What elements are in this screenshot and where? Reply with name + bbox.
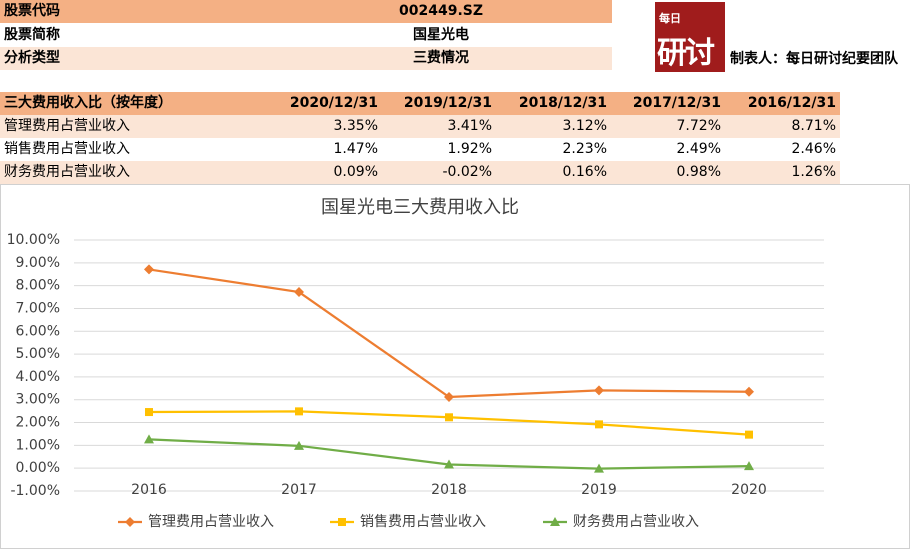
x-tick-label: 2018 (431, 482, 467, 498)
table-cell: 1.26% (725, 161, 840, 184)
table-cell: 管理费用占营业收入 (0, 115, 270, 138)
table-header: 2018/12/31 (496, 92, 611, 115)
x-tick-label: 2017 (281, 482, 317, 498)
info-label: 分析类型 (0, 47, 270, 70)
data-point (295, 407, 303, 416)
y-tick-label: 0.00% (16, 460, 60, 476)
data-point (294, 287, 304, 298)
table-cell: 2.46% (725, 138, 840, 161)
legend-marker (550, 517, 560, 526)
table-cell: -0.02% (382, 161, 496, 184)
data-point (444, 391, 454, 402)
info-value: 002449.SZ (270, 0, 612, 23)
table-cell: 8.71% (725, 115, 840, 138)
data-point (595, 420, 603, 429)
info-label: 股票简称 (0, 23, 270, 47)
table-header: 2020/12/31 (270, 92, 382, 115)
logo: 每日 研讨 (655, 2, 725, 72)
y-tick-label: 6.00% (16, 323, 60, 339)
data-point (745, 430, 753, 439)
info-label: 股票代码 (0, 0, 270, 23)
chart-title: 国星光电三大费用收入比 (321, 197, 519, 218)
y-tick-label: 8.00% (16, 278, 60, 294)
y-tick-label: 3.00% (16, 392, 60, 408)
table-cell: 1.92% (382, 138, 496, 161)
table-cell: 3.12% (496, 115, 611, 138)
data-point (144, 434, 154, 444)
y-tick-label: 5.00% (16, 346, 60, 362)
table-cell: 1.47% (270, 138, 382, 161)
table-header: 2019/12/31 (382, 92, 496, 115)
legend-label: 财务费用占营业收入 (573, 514, 699, 530)
logo-big: 研讨 (657, 36, 715, 71)
y-tick-label: 7.00% (16, 300, 60, 316)
legend-label: 管理费用占营业收入 (148, 514, 274, 530)
y-tick-label: 9.00% (16, 255, 60, 271)
chart: 国星光电三大费用收入比 -1.00% 0.00% 1.00% 2.00% 3.00% 4.… (0, 184, 910, 549)
table-cell: 2.23% (496, 138, 611, 161)
x-tick-label: 2016 (131, 482, 167, 498)
data-point (145, 408, 153, 417)
legend-label: 销售费用占营业收入 (360, 514, 486, 530)
table-cell: 0.09% (270, 161, 382, 184)
table-cell: 2.49% (611, 138, 725, 161)
logo-small: 每日 (659, 12, 681, 25)
data-point (294, 440, 304, 450)
info-value: 国星光电 (270, 23, 612, 47)
y-tick-label: 2.00% (16, 415, 60, 431)
x-tick-label: 2020 (731, 482, 767, 498)
legend-marker (125, 517, 135, 527)
table-cell: 3.41% (382, 115, 496, 138)
table-header: 三大费用收入比（按年度） (0, 92, 270, 115)
table-header: 2016/12/31 (725, 92, 840, 115)
table-cell: 财务费用占营业收入 (0, 161, 270, 184)
data-point (444, 459, 454, 469)
legend-marker (338, 518, 346, 526)
author: 制表人：每日研讨纪要团队 (730, 51, 898, 67)
data-point (744, 461, 754, 471)
x-tick-label: 2019 (581, 482, 617, 498)
table-cell: 0.16% (496, 161, 611, 184)
info-value: 三费情况 (270, 47, 612, 70)
data-point (744, 386, 754, 397)
table-cell: 3.35% (270, 115, 382, 138)
y-tick-label: 4.00% (16, 369, 60, 385)
chart-border (0, 184, 910, 549)
y-tick-label: 1.00% (16, 437, 60, 453)
table-cell: 销售费用占营业收入 (0, 138, 270, 161)
y-tick-label: -1.00% (10, 483, 60, 499)
data-point (594, 385, 604, 396)
table-cell: 7.72% (611, 115, 725, 138)
table-header: 2017/12/31 (611, 92, 725, 115)
y-tick-label: 10.00% (7, 232, 60, 248)
table-cell: 0.98% (611, 161, 725, 184)
data-point (445, 413, 453, 422)
data-point (144, 264, 154, 275)
data-point (594, 463, 604, 473)
